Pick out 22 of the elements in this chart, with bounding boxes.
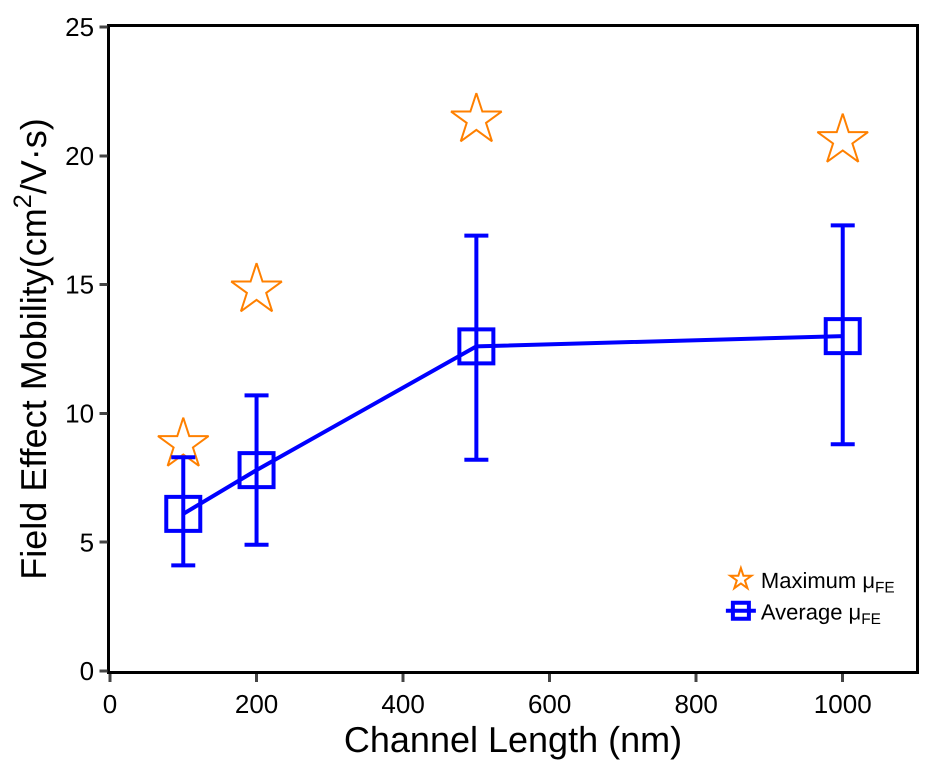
- y-tick-label: 20: [65, 140, 94, 171]
- x-axis-title: Channel Length (nm): [344, 718, 682, 760]
- point: [824, 317, 862, 356]
- x-tick-label: 800: [674, 688, 718, 719]
- y-tick-label: 25: [65, 12, 94, 42]
- point: [457, 327, 496, 366]
- y-tick-label: 10: [65, 398, 94, 428]
- x-tick-label: 200: [234, 688, 278, 719]
- point: [450, 92, 503, 142]
- legend-label: Maximum μ$_{FE}$: [760, 568, 895, 596]
- x-tick-label: 600: [528, 688, 572, 719]
- point: [816, 112, 870, 163]
- point: [238, 451, 276, 490]
- x-tick-label: 0: [102, 688, 118, 719]
- point: [164, 494, 202, 533]
- legend-label: Average μ$_{FE}$: [760, 599, 881, 628]
- point: [230, 262, 283, 312]
- x-tick-label: 400: [381, 688, 425, 719]
- x-tick-label: 1000: [814, 688, 872, 719]
- y-tick-label: 15: [65, 270, 94, 300]
- y-tick-label: 0: [80, 656, 94, 686]
- y-tick-label: 5: [80, 527, 94, 558]
